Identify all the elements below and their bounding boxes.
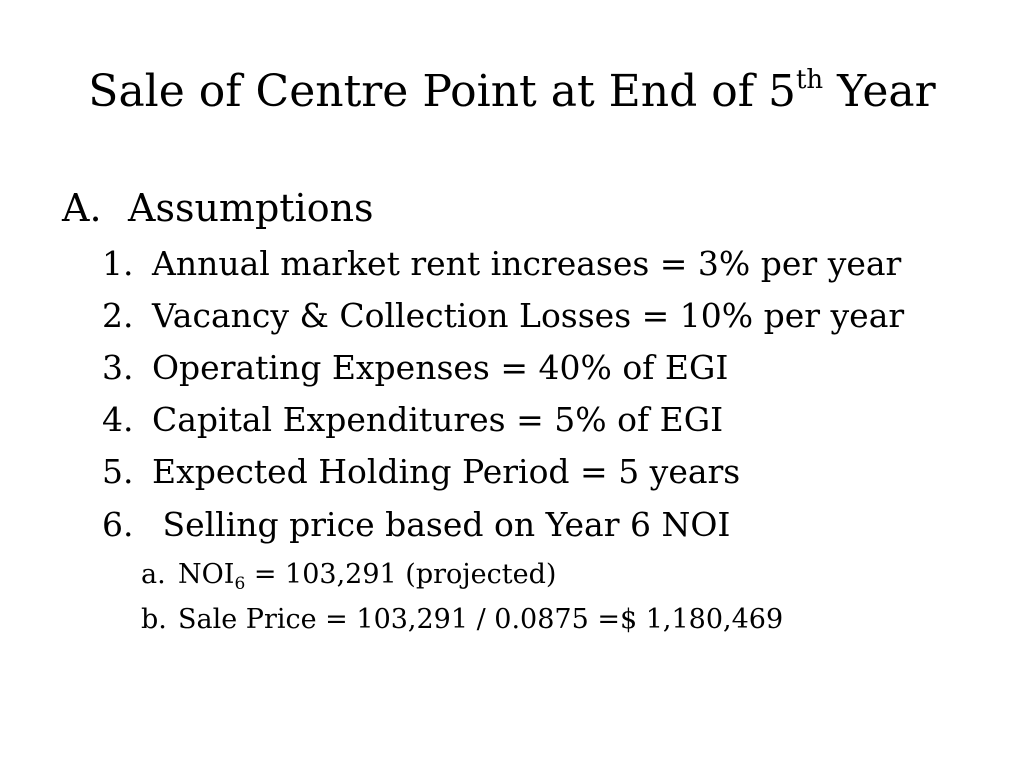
noi-value: = 103,291 (projected) bbox=[245, 559, 557, 590]
list-item-text: Expected Holding Period = 5 years bbox=[152, 452, 741, 491]
list-item-text: Vacancy & Collection Losses = 10% per ye… bbox=[152, 296, 905, 335]
list-item-number: 4. bbox=[102, 400, 134, 439]
slide-title: Sale of Centre Point at End of 5th Year bbox=[0, 62, 1024, 122]
sub-list-item-text: NOI6 = 103,291 (projected) bbox=[178, 557, 556, 593]
sub-list-item-letter: b. bbox=[141, 604, 167, 635]
list-item-number: 5. bbox=[102, 452, 134, 491]
title-suffix: Year bbox=[823, 66, 936, 117]
list-item-number: 1. bbox=[102, 244, 134, 283]
noi-subscript: 6 bbox=[234, 574, 246, 594]
sub-list-item-text: Sale Price = 103,291 / 0.0875 =$ 1,180,4… bbox=[178, 604, 784, 635]
list-item-text: Operating Expenses = 40% of EGI bbox=[152, 348, 729, 387]
list-item-number: 2. bbox=[102, 296, 134, 335]
title-superscript: th bbox=[795, 65, 824, 95]
sub-list-item-letter: a. bbox=[141, 559, 166, 590]
section-label: Assumptions bbox=[128, 186, 374, 230]
section-marker: A. bbox=[62, 186, 102, 230]
list-item-text: Selling price based on Year 6 NOI bbox=[152, 505, 731, 544]
title-main: Sale of Centre Point at End of 5 bbox=[88, 66, 796, 117]
list-item-text: Capital Expenditures = 5% of EGI bbox=[152, 400, 724, 439]
list-item-number: 6. bbox=[102, 505, 134, 544]
noi-label: NOI bbox=[178, 559, 235, 590]
list-item-number: 3. bbox=[102, 348, 134, 387]
list-item-text: Annual market rent increases = 3% per ye… bbox=[152, 244, 902, 283]
